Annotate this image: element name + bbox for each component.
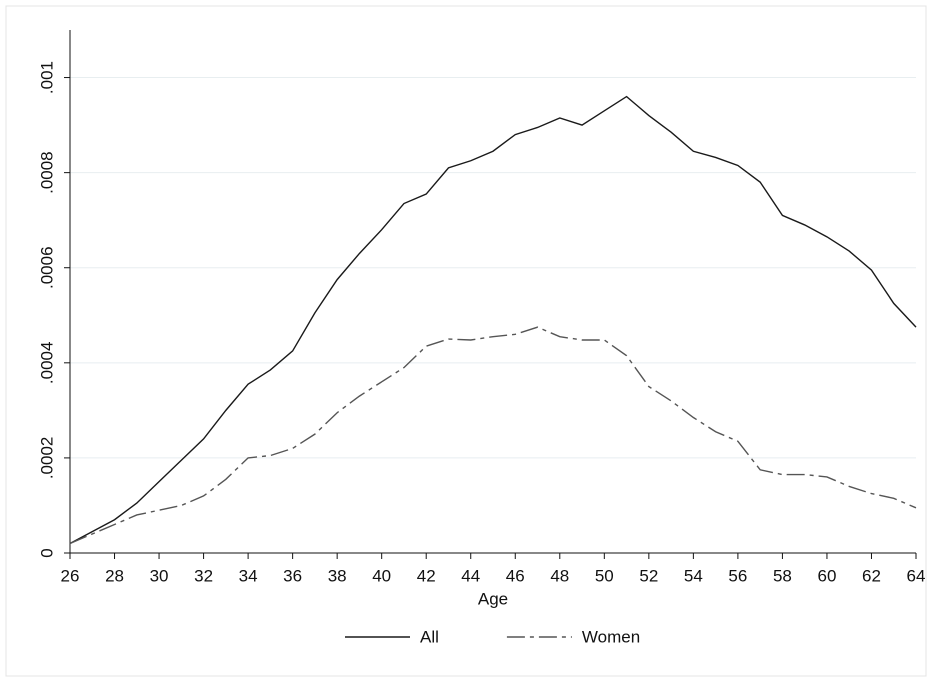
- x-tick-label: 58: [773, 566, 792, 585]
- x-tick-label: 38: [328, 566, 347, 585]
- y-tick-label: .0008: [37, 151, 56, 194]
- x-tick-label: 40: [372, 566, 391, 585]
- y-tick-label: .0006: [37, 246, 56, 289]
- legend-label: Women: [582, 627, 640, 646]
- x-tick-label: 54: [684, 566, 703, 585]
- y-tick-label: .0004: [37, 342, 56, 385]
- x-tick-label: 32: [194, 566, 213, 585]
- x-tick-label: 44: [461, 566, 480, 585]
- x-tick-label: 30: [150, 566, 169, 585]
- x-tick-label: 62: [862, 566, 881, 585]
- x-tick-label: 52: [639, 566, 658, 585]
- x-tick-label: 48: [550, 566, 569, 585]
- x-tick-label: 34: [239, 566, 258, 585]
- y-tick-label: 0: [37, 548, 56, 557]
- y-tick-label: .0002: [37, 437, 56, 480]
- x-tick-label: 42: [417, 566, 436, 585]
- x-tick-label: 36: [283, 566, 302, 585]
- x-tick-label: 64: [907, 566, 926, 585]
- x-tick-label: 60: [817, 566, 836, 585]
- x-axis-label: Age: [478, 589, 508, 608]
- x-tick-label: 56: [728, 566, 747, 585]
- legend-label: All: [420, 627, 439, 646]
- y-tick-label: .001: [37, 61, 56, 94]
- line: [69, 326, 917, 545]
- x-tick-label: 26: [61, 566, 80, 585]
- line: [69, 95, 917, 545]
- x-tick-label: 46: [506, 566, 525, 585]
- x-tick-label: 28: [105, 566, 124, 585]
- frame: [5, 5, 927, 677]
- x-tick-label: 50: [595, 566, 614, 585]
